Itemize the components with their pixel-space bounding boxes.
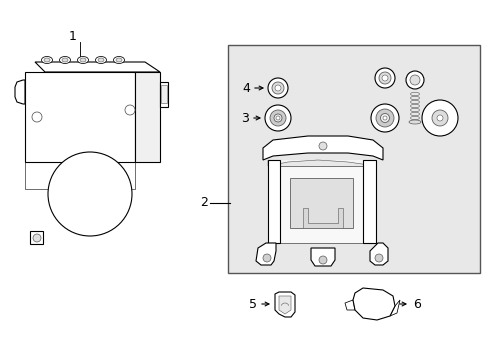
Ellipse shape	[62, 58, 68, 62]
Polygon shape	[289, 178, 352, 228]
Ellipse shape	[60, 57, 70, 63]
Circle shape	[273, 114, 282, 122]
Ellipse shape	[98, 58, 104, 62]
Circle shape	[318, 256, 326, 264]
Ellipse shape	[41, 57, 52, 63]
Polygon shape	[362, 160, 375, 243]
Circle shape	[370, 104, 398, 132]
Polygon shape	[25, 162, 135, 189]
Circle shape	[380, 113, 389, 122]
Circle shape	[436, 115, 442, 121]
Polygon shape	[15, 80, 25, 104]
Polygon shape	[279, 296, 290, 314]
Polygon shape	[263, 136, 382, 160]
Circle shape	[264, 105, 290, 131]
Circle shape	[409, 75, 419, 85]
Circle shape	[421, 100, 457, 136]
Circle shape	[263, 254, 270, 262]
Circle shape	[381, 75, 387, 81]
Ellipse shape	[77, 57, 88, 63]
Polygon shape	[25, 72, 135, 162]
Circle shape	[318, 142, 326, 150]
Polygon shape	[352, 288, 394, 320]
Ellipse shape	[408, 120, 420, 124]
Polygon shape	[389, 300, 399, 316]
Text: 5: 5	[248, 297, 257, 310]
Circle shape	[48, 152, 132, 236]
Polygon shape	[160, 82, 168, 107]
Polygon shape	[310, 248, 334, 266]
Ellipse shape	[116, 58, 122, 62]
Polygon shape	[35, 62, 160, 72]
Ellipse shape	[44, 58, 50, 62]
Circle shape	[374, 68, 394, 88]
Polygon shape	[267, 160, 280, 243]
Text: 1: 1	[69, 31, 77, 44]
Polygon shape	[369, 243, 387, 265]
Circle shape	[269, 110, 285, 126]
Text: 4: 4	[242, 81, 249, 94]
Circle shape	[271, 82, 284, 94]
Circle shape	[431, 110, 447, 126]
Circle shape	[378, 72, 390, 84]
Polygon shape	[280, 166, 362, 243]
Ellipse shape	[95, 57, 106, 63]
Bar	[161, 85, 167, 103]
Polygon shape	[30, 231, 43, 244]
Circle shape	[382, 116, 386, 120]
Circle shape	[275, 116, 280, 120]
Circle shape	[33, 234, 41, 242]
Circle shape	[274, 85, 281, 91]
Circle shape	[125, 105, 135, 115]
Circle shape	[32, 112, 42, 122]
Ellipse shape	[113, 57, 124, 63]
Polygon shape	[303, 208, 342, 228]
Circle shape	[405, 71, 423, 89]
Circle shape	[267, 78, 287, 98]
Polygon shape	[256, 243, 275, 265]
Text: 2: 2	[200, 197, 207, 210]
Circle shape	[374, 254, 382, 262]
Text: 6: 6	[412, 297, 420, 310]
Polygon shape	[135, 72, 160, 162]
Polygon shape	[345, 300, 354, 310]
Ellipse shape	[80, 58, 86, 62]
Text: 3: 3	[241, 112, 248, 125]
Circle shape	[375, 109, 393, 127]
Bar	[227, 45, 479, 273]
Polygon shape	[267, 160, 375, 166]
Polygon shape	[274, 292, 294, 317]
